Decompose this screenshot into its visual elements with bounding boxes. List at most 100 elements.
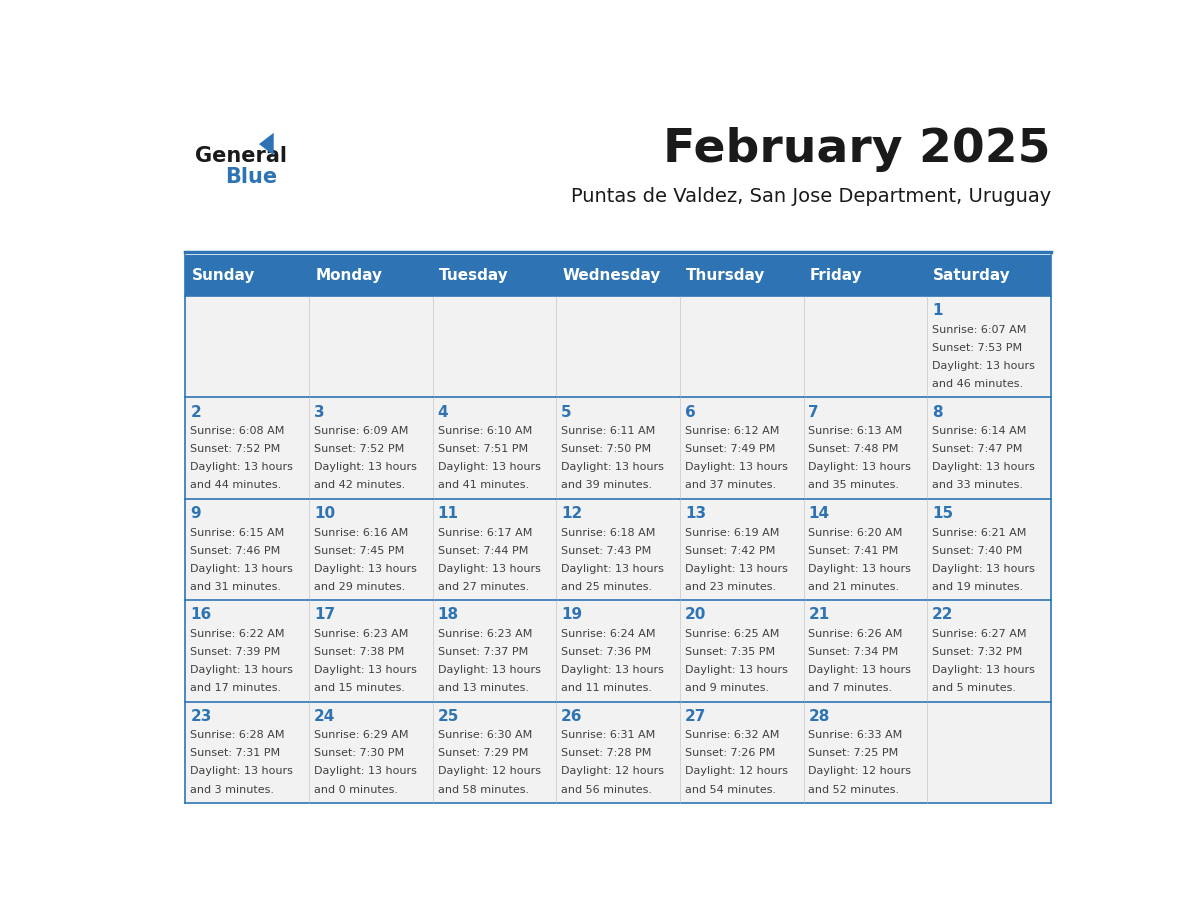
Text: and 42 minutes.: and 42 minutes. [314, 480, 405, 490]
Text: Sunset: 7:32 PM: Sunset: 7:32 PM [933, 647, 1023, 657]
Text: 22: 22 [933, 607, 954, 622]
Text: 27: 27 [684, 709, 706, 723]
Bar [927, 701, 1051, 803]
Text: and 23 minutes.: and 23 minutes. [684, 582, 776, 592]
Text: Sunset: 7:39 PM: Sunset: 7:39 PM [190, 647, 280, 657]
Bar [185, 397, 309, 498]
Text: and 5 minutes.: and 5 minutes. [933, 683, 1016, 693]
Text: Sunset: 7:30 PM: Sunset: 7:30 PM [314, 748, 404, 758]
Text: Sunset: 7:53 PM: Sunset: 7:53 PM [933, 343, 1022, 353]
Text: Sunrise: 6:07 AM: Sunrise: 6:07 AM [933, 325, 1026, 335]
Text: Daylight: 13 hours: Daylight: 13 hours [190, 564, 293, 574]
Text: Daylight: 13 hours: Daylight: 13 hours [190, 767, 293, 777]
Text: Blue: Blue [225, 167, 277, 187]
Text: Daylight: 13 hours: Daylight: 13 hours [684, 666, 788, 675]
Text: Sunrise: 6:33 AM: Sunrise: 6:33 AM [809, 731, 903, 741]
Bar [185, 701, 309, 803]
Bar [680, 397, 803, 498]
Text: Sunset: 7:48 PM: Sunset: 7:48 PM [809, 444, 899, 454]
Text: Daylight: 13 hours: Daylight: 13 hours [809, 564, 911, 574]
Text: Tuesday: Tuesday [438, 268, 508, 283]
Text: Sunrise: 6:31 AM: Sunrise: 6:31 AM [561, 731, 656, 741]
Bar [556, 498, 680, 600]
Text: Friday: Friday [810, 268, 862, 283]
Text: Sunset: 7:51 PM: Sunset: 7:51 PM [437, 444, 527, 454]
Text: 9: 9 [190, 506, 201, 521]
Text: Daylight: 13 hours: Daylight: 13 hours [314, 666, 417, 675]
Text: Sunset: 7:52 PM: Sunset: 7:52 PM [190, 444, 280, 454]
Text: Sunrise: 6:08 AM: Sunrise: 6:08 AM [190, 426, 285, 436]
Text: Sunset: 7:42 PM: Sunset: 7:42 PM [684, 545, 776, 555]
Bar [803, 397, 927, 498]
Text: 2: 2 [190, 405, 201, 420]
Text: Sunset: 7:41 PM: Sunset: 7:41 PM [809, 545, 898, 555]
Text: Sunrise: 6:29 AM: Sunrise: 6:29 AM [314, 731, 409, 741]
Text: Sunrise: 6:24 AM: Sunrise: 6:24 AM [561, 629, 656, 639]
Bar [432, 498, 556, 600]
Text: Sunrise: 6:10 AM: Sunrise: 6:10 AM [437, 426, 532, 436]
Bar [927, 397, 1051, 498]
Text: and 58 minutes.: and 58 minutes. [437, 785, 529, 795]
Text: Sunrise: 6:32 AM: Sunrise: 6:32 AM [684, 731, 779, 741]
Bar [309, 600, 432, 701]
Text: 28: 28 [809, 709, 830, 723]
Text: Sunset: 7:38 PM: Sunset: 7:38 PM [314, 647, 404, 657]
Text: 23: 23 [190, 709, 211, 723]
Text: and 29 minutes.: and 29 minutes. [314, 582, 405, 592]
Bar [680, 498, 803, 600]
Text: Daylight: 13 hours: Daylight: 13 hours [684, 564, 788, 574]
Text: and 35 minutes.: and 35 minutes. [809, 480, 899, 490]
Text: Daylight: 13 hours: Daylight: 13 hours [314, 463, 417, 473]
Text: Daylight: 13 hours: Daylight: 13 hours [190, 463, 293, 473]
Text: Sunrise: 6:22 AM: Sunrise: 6:22 AM [190, 629, 285, 639]
Text: Daylight: 13 hours: Daylight: 13 hours [933, 361, 1035, 371]
Text: and 13 minutes.: and 13 minutes. [437, 683, 529, 693]
Bar [309, 498, 432, 600]
Text: 4: 4 [437, 405, 448, 420]
Text: and 37 minutes.: and 37 minutes. [684, 480, 776, 490]
Bar [556, 297, 680, 397]
Text: Daylight: 13 hours: Daylight: 13 hours [190, 666, 293, 675]
Text: Daylight: 13 hours: Daylight: 13 hours [809, 666, 911, 675]
Bar [432, 397, 556, 498]
Text: Daylight: 13 hours: Daylight: 13 hours [437, 463, 541, 473]
Text: and 27 minutes.: and 27 minutes. [437, 582, 529, 592]
Text: and 7 minutes.: and 7 minutes. [809, 683, 892, 693]
Text: and 17 minutes.: and 17 minutes. [190, 683, 282, 693]
Bar [680, 600, 803, 701]
Text: 24: 24 [314, 709, 335, 723]
Bar [185, 297, 309, 397]
Text: Thursday: Thursday [685, 268, 765, 283]
Text: February 2025: February 2025 [663, 127, 1051, 172]
Text: Sunset: 7:52 PM: Sunset: 7:52 PM [314, 444, 404, 454]
Text: 12: 12 [561, 506, 582, 521]
Text: and 15 minutes.: and 15 minutes. [314, 683, 405, 693]
Text: Monday: Monday [315, 268, 383, 283]
Text: and 44 minutes.: and 44 minutes. [190, 480, 282, 490]
Text: Sunset: 7:28 PM: Sunset: 7:28 PM [561, 748, 651, 758]
Bar [185, 498, 309, 600]
Text: Daylight: 13 hours: Daylight: 13 hours [933, 666, 1035, 675]
Text: 18: 18 [437, 607, 459, 622]
Bar [556, 255, 680, 297]
Text: Sunrise: 6:13 AM: Sunrise: 6:13 AM [809, 426, 903, 436]
Text: Sunset: 7:43 PM: Sunset: 7:43 PM [561, 545, 651, 555]
Text: General: General [195, 146, 286, 166]
Bar [432, 701, 556, 803]
Bar [432, 297, 556, 397]
Text: Daylight: 13 hours: Daylight: 13 hours [561, 666, 664, 675]
Bar [803, 297, 927, 397]
Text: Sunrise: 6:28 AM: Sunrise: 6:28 AM [190, 731, 285, 741]
Text: Sunset: 7:25 PM: Sunset: 7:25 PM [809, 748, 898, 758]
Text: 1: 1 [933, 303, 942, 319]
Text: 8: 8 [933, 405, 943, 420]
Text: Daylight: 13 hours: Daylight: 13 hours [561, 463, 664, 473]
Text: Wednesday: Wednesday [562, 268, 661, 283]
Text: Sunrise: 6:18 AM: Sunrise: 6:18 AM [561, 528, 656, 538]
Text: Daylight: 13 hours: Daylight: 13 hours [684, 463, 788, 473]
Text: Sunrise: 6:12 AM: Sunrise: 6:12 AM [684, 426, 779, 436]
Text: 16: 16 [190, 607, 211, 622]
Text: Sunrise: 6:15 AM: Sunrise: 6:15 AM [190, 528, 284, 538]
Text: and 39 minutes.: and 39 minutes. [561, 480, 652, 490]
Bar [309, 701, 432, 803]
